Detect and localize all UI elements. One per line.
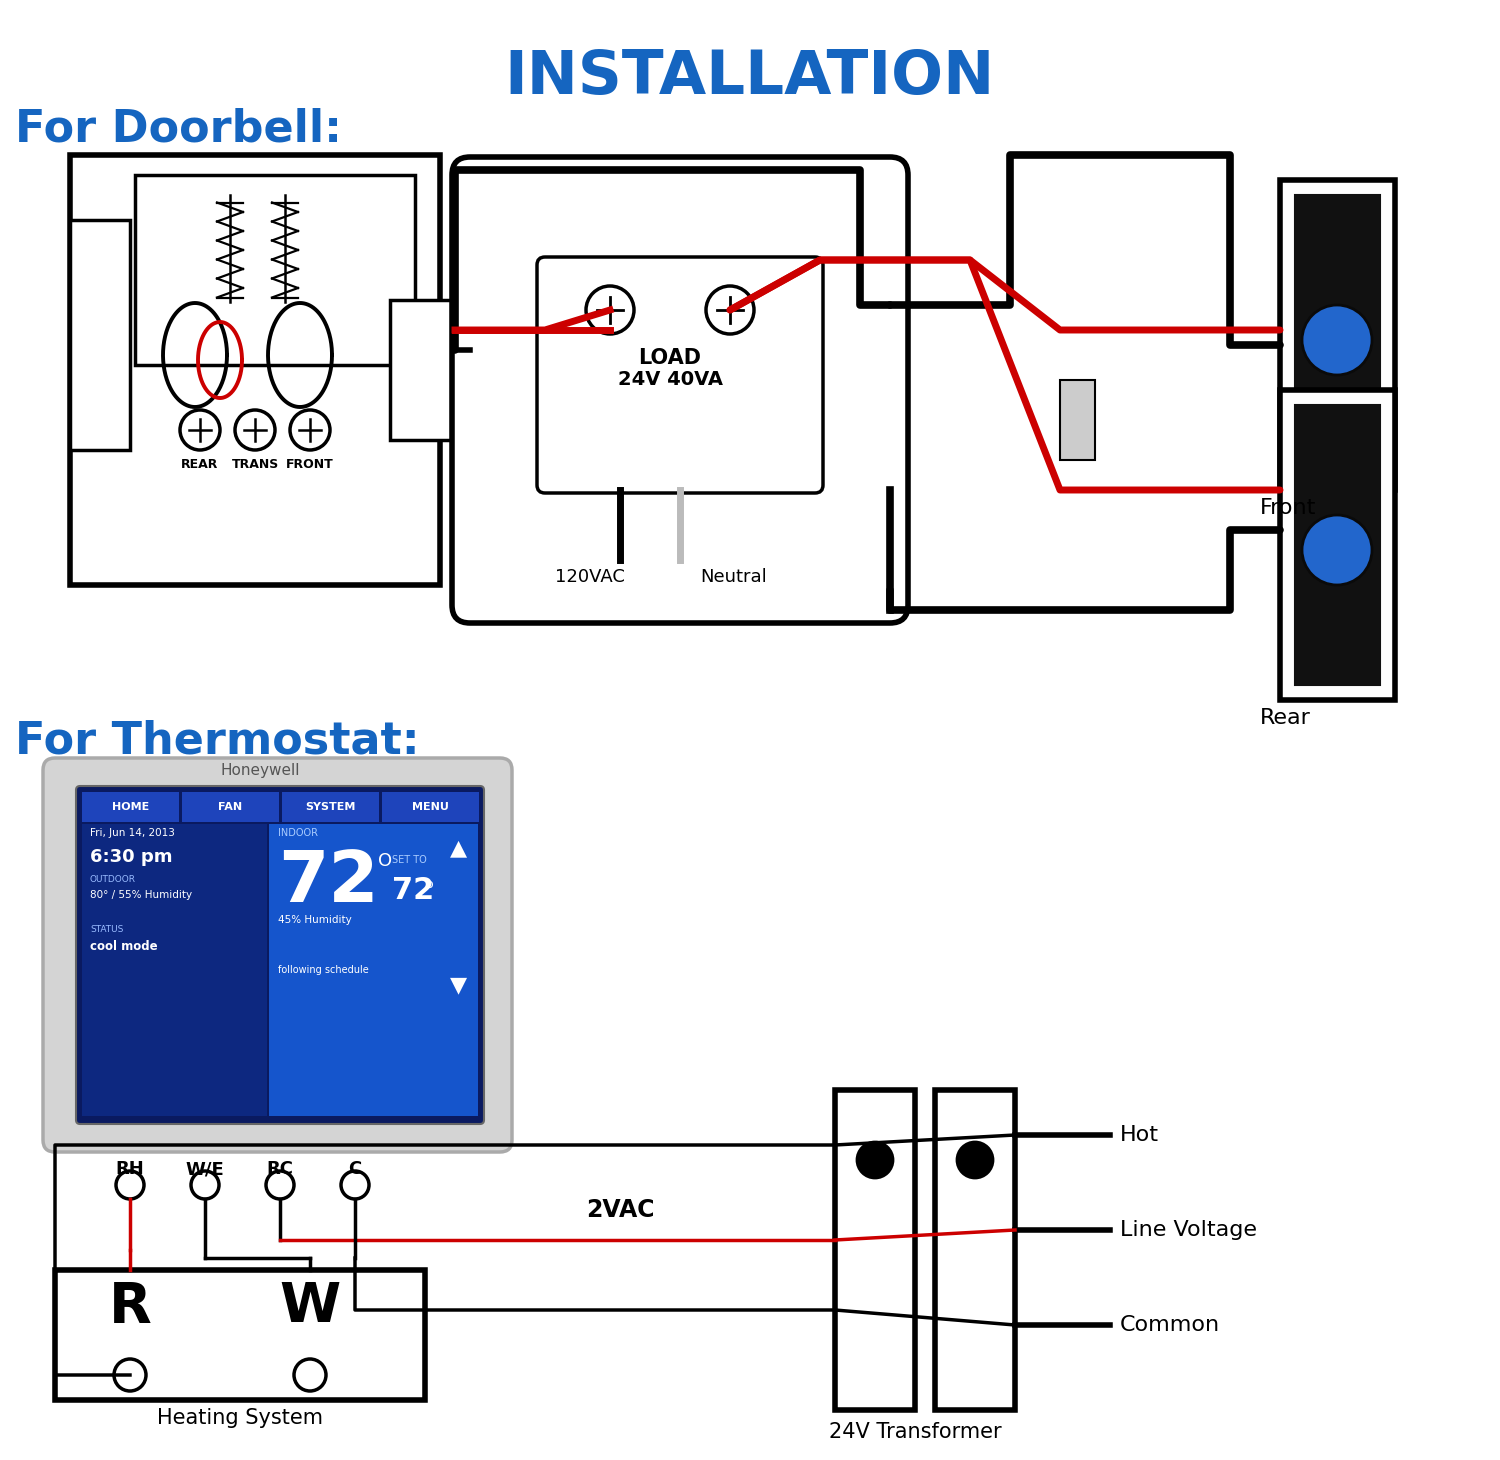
Circle shape	[340, 1171, 369, 1199]
Text: 120VAC: 120VAC	[555, 568, 626, 585]
Text: cool mode: cool mode	[90, 940, 158, 953]
Text: STATUS: STATUS	[90, 926, 123, 934]
Bar	[70, 220, 130, 450]
Bar	[1280, 180, 1395, 491]
Bar	[1294, 404, 1380, 685]
FancyBboxPatch shape	[44, 758, 512, 1152]
Bar	[70, 155, 440, 585]
Circle shape	[586, 286, 634, 334]
Bar	[82, 791, 178, 822]
Text: ▼: ▼	[450, 975, 466, 996]
Text: Neutral: Neutral	[700, 568, 766, 585]
Circle shape	[1302, 515, 1372, 585]
Circle shape	[856, 1142, 892, 1178]
Bar	[268, 823, 478, 1115]
Text: MENU: MENU	[413, 802, 448, 812]
Text: TRANS: TRANS	[231, 458, 279, 472]
Bar	[1280, 390, 1395, 699]
Text: HOME: HOME	[112, 802, 148, 812]
Text: 2VAC: 2VAC	[585, 1199, 654, 1222]
Text: O: O	[378, 853, 392, 870]
Text: RH: RH	[116, 1161, 144, 1178]
Circle shape	[180, 410, 220, 450]
Circle shape	[706, 286, 754, 334]
Text: 80° / 55% Humidity: 80° / 55% Humidity	[90, 891, 192, 899]
Text: Front: Front	[1260, 498, 1317, 518]
Bar	[135, 175, 416, 365]
Circle shape	[294, 1359, 326, 1391]
Circle shape	[290, 410, 330, 450]
Circle shape	[1302, 305, 1372, 375]
Text: 72: 72	[278, 848, 378, 917]
Text: W: W	[279, 1280, 340, 1334]
Circle shape	[957, 1142, 993, 1178]
Bar	[382, 791, 478, 822]
FancyBboxPatch shape	[452, 158, 908, 623]
FancyBboxPatch shape	[537, 257, 824, 493]
Text: Line Voltage: Line Voltage	[1120, 1221, 1257, 1240]
Text: RC: RC	[267, 1161, 294, 1178]
Text: 24V Transformer: 24V Transformer	[828, 1422, 1002, 1442]
Circle shape	[190, 1171, 219, 1199]
Text: Rear: Rear	[1260, 708, 1311, 729]
Text: o: o	[424, 877, 432, 891]
Bar	[934, 1091, 1016, 1410]
Text: Honeywell: Honeywell	[220, 764, 300, 778]
Text: REAR: REAR	[182, 458, 219, 472]
Text: SET TO: SET TO	[392, 856, 426, 864]
Bar	[1294, 196, 1380, 474]
Text: Common: Common	[1120, 1315, 1220, 1334]
Text: 72: 72	[392, 876, 435, 905]
Text: R: R	[108, 1280, 152, 1334]
Text: For Doorbell:: For Doorbell:	[15, 108, 342, 150]
Text: FAN: FAN	[219, 802, 243, 812]
FancyBboxPatch shape	[76, 785, 485, 1124]
Text: INSTALLATION: INSTALLATION	[506, 48, 994, 107]
Text: 45% Humidity: 45% Humidity	[278, 915, 351, 926]
Bar	[56, 1270, 424, 1400]
Circle shape	[116, 1171, 144, 1199]
Text: FRONT: FRONT	[286, 458, 334, 472]
Bar	[390, 299, 454, 439]
Text: SYSTEM: SYSTEM	[306, 802, 356, 812]
Text: For Thermostat:: For Thermostat:	[15, 720, 420, 764]
Circle shape	[236, 410, 274, 450]
Text: ▲: ▲	[450, 838, 466, 858]
Text: 24V 40VA: 24V 40VA	[618, 369, 723, 388]
Text: LOAD: LOAD	[639, 347, 702, 368]
Text: W/E: W/E	[186, 1161, 225, 1178]
Text: Heating System: Heating System	[158, 1407, 322, 1428]
Text: OUTDOOR: OUTDOOR	[90, 875, 136, 883]
Text: 6:30 pm: 6:30 pm	[90, 848, 172, 866]
Bar	[82, 823, 267, 1115]
Bar	[182, 791, 279, 822]
Text: Fri, Jun 14, 2013: Fri, Jun 14, 2013	[90, 828, 176, 838]
Circle shape	[114, 1359, 146, 1391]
Text: following schedule: following schedule	[278, 965, 369, 975]
Circle shape	[266, 1171, 294, 1199]
Bar	[1060, 380, 1095, 460]
Text: Hot: Hot	[1120, 1126, 1160, 1145]
Text: INDOOR: INDOOR	[278, 828, 318, 838]
Bar	[282, 791, 380, 822]
Text: C: C	[348, 1161, 361, 1178]
Bar	[836, 1091, 915, 1410]
